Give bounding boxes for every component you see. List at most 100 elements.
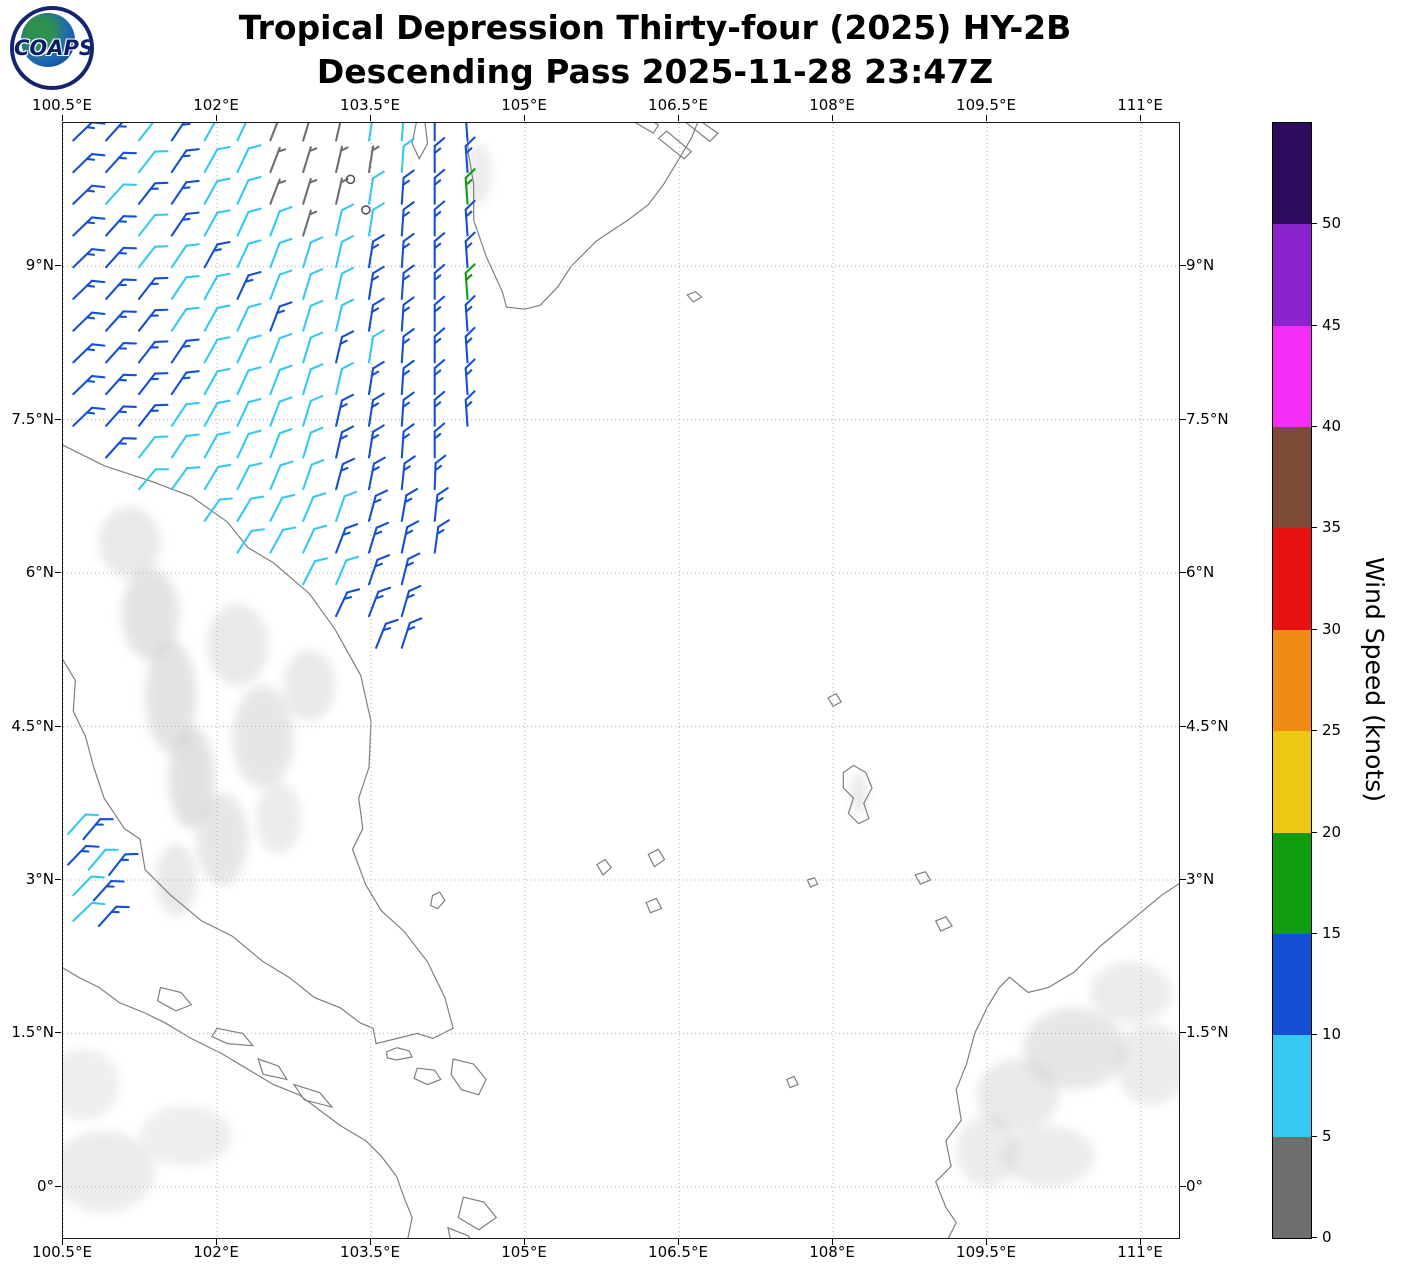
coastline-subi xyxy=(914,871,932,885)
land-fill-anambas-3 xyxy=(646,898,662,913)
coaps-logo-text: COAPS xyxy=(14,36,94,60)
wind-barb xyxy=(72,374,106,396)
terrain-shade xyxy=(98,506,161,579)
wind-barb xyxy=(464,199,476,237)
lat-tick-mark-left xyxy=(55,1032,61,1034)
land-fill-batam xyxy=(414,1068,441,1085)
lat-tick-label-right: 0° xyxy=(1186,1176,1204,1195)
wind-barb xyxy=(236,123,250,142)
wind-barb xyxy=(335,523,359,554)
wind-barb xyxy=(464,123,469,142)
terrain-shade xyxy=(1002,1125,1095,1187)
wind-barb xyxy=(203,431,231,459)
wind-barb xyxy=(335,123,343,142)
wind-barb xyxy=(367,297,385,332)
wind-barb xyxy=(302,331,324,364)
wind-barb xyxy=(269,206,293,237)
colorbar-tick-label: 25 xyxy=(1322,721,1342,740)
wind-barb xyxy=(203,209,231,237)
wind-barb xyxy=(236,175,262,205)
wind-barb xyxy=(335,588,361,618)
land-fill-bintan xyxy=(451,1059,486,1095)
wind-barb xyxy=(433,327,446,364)
wind-barb xyxy=(236,429,262,459)
wind-barb xyxy=(269,301,293,332)
lon-tick-label-top: 109.5°E xyxy=(956,96,1016,114)
wind-barb xyxy=(137,276,169,300)
wind-barb xyxy=(108,852,139,876)
wind-barb xyxy=(335,298,355,332)
land-fill-serasan xyxy=(935,916,953,932)
colorbar-segment-10 xyxy=(1273,933,1311,1036)
lat-tick-mark-right xyxy=(1180,572,1186,574)
lon-tick-label-bottom: 106.5°E xyxy=(648,1243,708,1261)
lat-tick-mark-right xyxy=(1180,1185,1186,1187)
wind-barb xyxy=(72,901,106,922)
land-fill-vietnam-camau xyxy=(465,123,698,310)
earth-globe-icon xyxy=(21,13,75,67)
wind-barb xyxy=(367,123,375,142)
wind-barb xyxy=(335,235,355,269)
coastline-natuna-besar xyxy=(842,764,873,825)
wind-barb xyxy=(367,145,380,174)
colorbar-tick-mark xyxy=(1311,628,1317,630)
wind-barb xyxy=(137,181,169,205)
wind-barb xyxy=(302,557,329,586)
wind-barb xyxy=(367,456,386,491)
wind-barb xyxy=(367,265,385,300)
wind-barb xyxy=(236,495,265,522)
wind-barb xyxy=(269,364,293,396)
wind-barb xyxy=(236,239,262,269)
wind-barb xyxy=(400,520,420,554)
lon-tick-mark-top xyxy=(370,115,371,121)
wind-barb xyxy=(269,178,287,205)
wind-barb xyxy=(433,295,446,332)
wind-barb xyxy=(302,426,324,459)
wind-barb xyxy=(345,174,356,185)
colorbar-segment-25 xyxy=(1273,629,1311,732)
wind-barb xyxy=(302,459,325,491)
wind-barb xyxy=(72,311,106,332)
wind-barb xyxy=(400,201,415,237)
wind-barb xyxy=(170,306,200,332)
wind-barb xyxy=(203,399,231,427)
colorbar-tick-label: 20 xyxy=(1322,822,1342,841)
coastline-con-dao xyxy=(686,291,703,303)
colorbar-tick-label: 35 xyxy=(1322,518,1342,537)
wind-barb xyxy=(335,203,355,237)
wind-barb xyxy=(302,492,327,522)
colorbar-tick-mark xyxy=(1311,1034,1317,1036)
lat-tick-label-left: 7.5°N xyxy=(11,409,54,428)
lat-tick-mark-left xyxy=(55,1185,61,1187)
lon-tick-label-bottom: 109.5°E xyxy=(956,1243,1016,1261)
terrain-shade xyxy=(466,143,492,205)
lon-tick-mark-top xyxy=(1140,115,1141,121)
terrain-shade xyxy=(850,772,867,814)
coastline-anambas-3 xyxy=(645,897,663,914)
wind-barb xyxy=(105,437,137,459)
lon-tick-label-bottom: 103.5°E xyxy=(340,1243,400,1261)
wind-barb xyxy=(269,146,287,174)
wind-barb xyxy=(433,263,446,300)
coastline-tambelan xyxy=(786,1075,799,1089)
wind-barb xyxy=(137,403,169,427)
lon-tick-mark-top xyxy=(62,115,63,121)
lon-tick-mark-top xyxy=(832,115,833,121)
terrain-shade xyxy=(232,685,295,788)
coastline-sumatra-coast xyxy=(63,967,413,1238)
terrain-shade xyxy=(196,793,248,886)
wind-barb xyxy=(302,236,324,269)
wind-barb xyxy=(67,813,99,835)
lon-tick-label-top: 111°E xyxy=(1117,96,1163,114)
wind-barb xyxy=(367,554,391,586)
wind-barb xyxy=(105,123,127,142)
lon-tick-mark-bottom xyxy=(216,1239,217,1245)
wind-barb xyxy=(400,455,416,491)
lon-tick-label-top: 105°E xyxy=(501,96,547,114)
terrain-shade xyxy=(1022,1007,1126,1090)
wind-barb xyxy=(72,279,106,300)
wind-barb xyxy=(236,302,262,332)
coastline-singkep xyxy=(447,1226,471,1238)
lon-tick-mark-bottom xyxy=(986,1239,987,1245)
